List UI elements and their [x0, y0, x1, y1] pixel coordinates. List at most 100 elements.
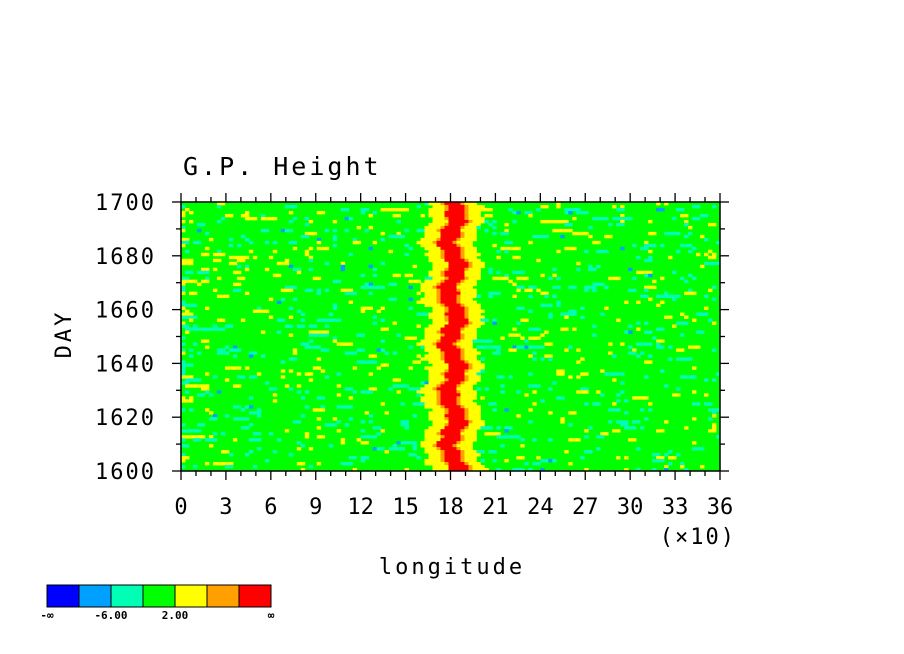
field-cell	[392, 234, 397, 239]
field-cell	[456, 219, 461, 224]
field-cell	[468, 321, 473, 325]
field-cell	[444, 207, 449, 212]
field-cell	[464, 351, 469, 355]
field-cell	[472, 381, 477, 385]
field-cell	[328, 318, 334, 322]
field-cell	[484, 219, 489, 224]
field-cell	[432, 252, 437, 257]
field-cell	[496, 255, 501, 260]
field-cell	[376, 348, 382, 352]
field-cell	[260, 213, 266, 218]
field-cell	[624, 423, 629, 427]
field-cell	[452, 453, 457, 457]
field-cell	[404, 468, 409, 471]
field-cell	[380, 261, 386, 266]
field-cell	[620, 216, 625, 221]
field-cell	[608, 408, 613, 412]
field-cell	[192, 342, 198, 346]
field-cell	[428, 297, 433, 302]
field-cell	[372, 435, 378, 439]
field-cell	[440, 294, 445, 299]
field-cell	[456, 222, 461, 227]
field-cell	[580, 306, 585, 310]
field-cell	[592, 282, 597, 287]
field-cell	[712, 429, 717, 433]
field-cell	[664, 315, 669, 319]
field-cell	[468, 282, 473, 287]
field-cell	[304, 432, 310, 436]
field-cell	[464, 366, 469, 370]
field-cell	[236, 288, 242, 293]
field-cell	[468, 267, 473, 272]
field-cell	[476, 261, 481, 266]
field-cell	[192, 327, 198, 331]
field-cell	[452, 267, 457, 272]
field-cell	[240, 213, 246, 218]
field-cell	[472, 369, 477, 373]
field-cell	[680, 462, 685, 466]
field-cell	[632, 288, 637, 293]
field-cell	[472, 360, 477, 364]
field-cell	[460, 213, 465, 218]
field-cell	[484, 228, 489, 233]
field-cell	[464, 204, 469, 209]
field-cell	[436, 291, 441, 296]
field-cell	[504, 435, 509, 439]
field-cell	[460, 450, 465, 454]
field-cell	[440, 390, 445, 394]
field-cell	[640, 294, 645, 299]
field-cell	[260, 354, 266, 358]
field-cell	[432, 342, 437, 346]
field-cell	[232, 255, 238, 260]
field-cell	[220, 348, 226, 352]
field-cell	[344, 462, 350, 466]
field-cell	[608, 372, 613, 376]
field-cell	[432, 435, 437, 439]
field-cell	[404, 426, 409, 430]
field-cell	[556, 372, 561, 376]
field-cell	[184, 270, 190, 275]
field-cell	[468, 222, 473, 227]
field-cell	[368, 387, 374, 391]
field-cell	[236, 255, 242, 260]
field-cell	[548, 303, 553, 308]
field-cell	[448, 309, 453, 313]
field-cell	[181, 396, 186, 400]
field-cell	[452, 240, 457, 245]
field-cell	[444, 369, 449, 373]
field-cell	[512, 282, 517, 287]
field-cell	[424, 243, 429, 248]
field-cell	[312, 366, 318, 370]
field-cell	[308, 246, 314, 251]
field-cell	[528, 327, 533, 331]
field-cell	[408, 441, 413, 445]
field-cell	[292, 297, 298, 302]
field-cell	[236, 417, 242, 421]
field-cell	[456, 324, 461, 328]
field-cell	[528, 288, 533, 293]
field-cell	[460, 324, 465, 328]
field-cell	[516, 321, 521, 325]
field-cell	[680, 357, 685, 361]
field-cell	[456, 264, 461, 269]
field-cell	[512, 468, 517, 471]
field-cell	[244, 291, 250, 296]
field-cell	[480, 345, 485, 349]
field-cell	[476, 465, 481, 469]
field-cell	[448, 339, 453, 343]
field-cell	[472, 402, 477, 406]
field-cell	[388, 447, 393, 451]
field-cell	[648, 330, 653, 334]
field-cell	[648, 408, 653, 412]
field-cell	[672, 393, 677, 397]
field-cell	[432, 222, 437, 227]
field-cell	[360, 429, 366, 433]
field-cell	[320, 435, 326, 439]
field-cell	[456, 279, 461, 284]
field-cell	[348, 252, 354, 257]
field-cell	[456, 202, 461, 206]
field-cell	[220, 462, 226, 466]
field-cell	[468, 414, 473, 418]
field-cell	[388, 207, 393, 212]
field-cell	[444, 282, 449, 287]
